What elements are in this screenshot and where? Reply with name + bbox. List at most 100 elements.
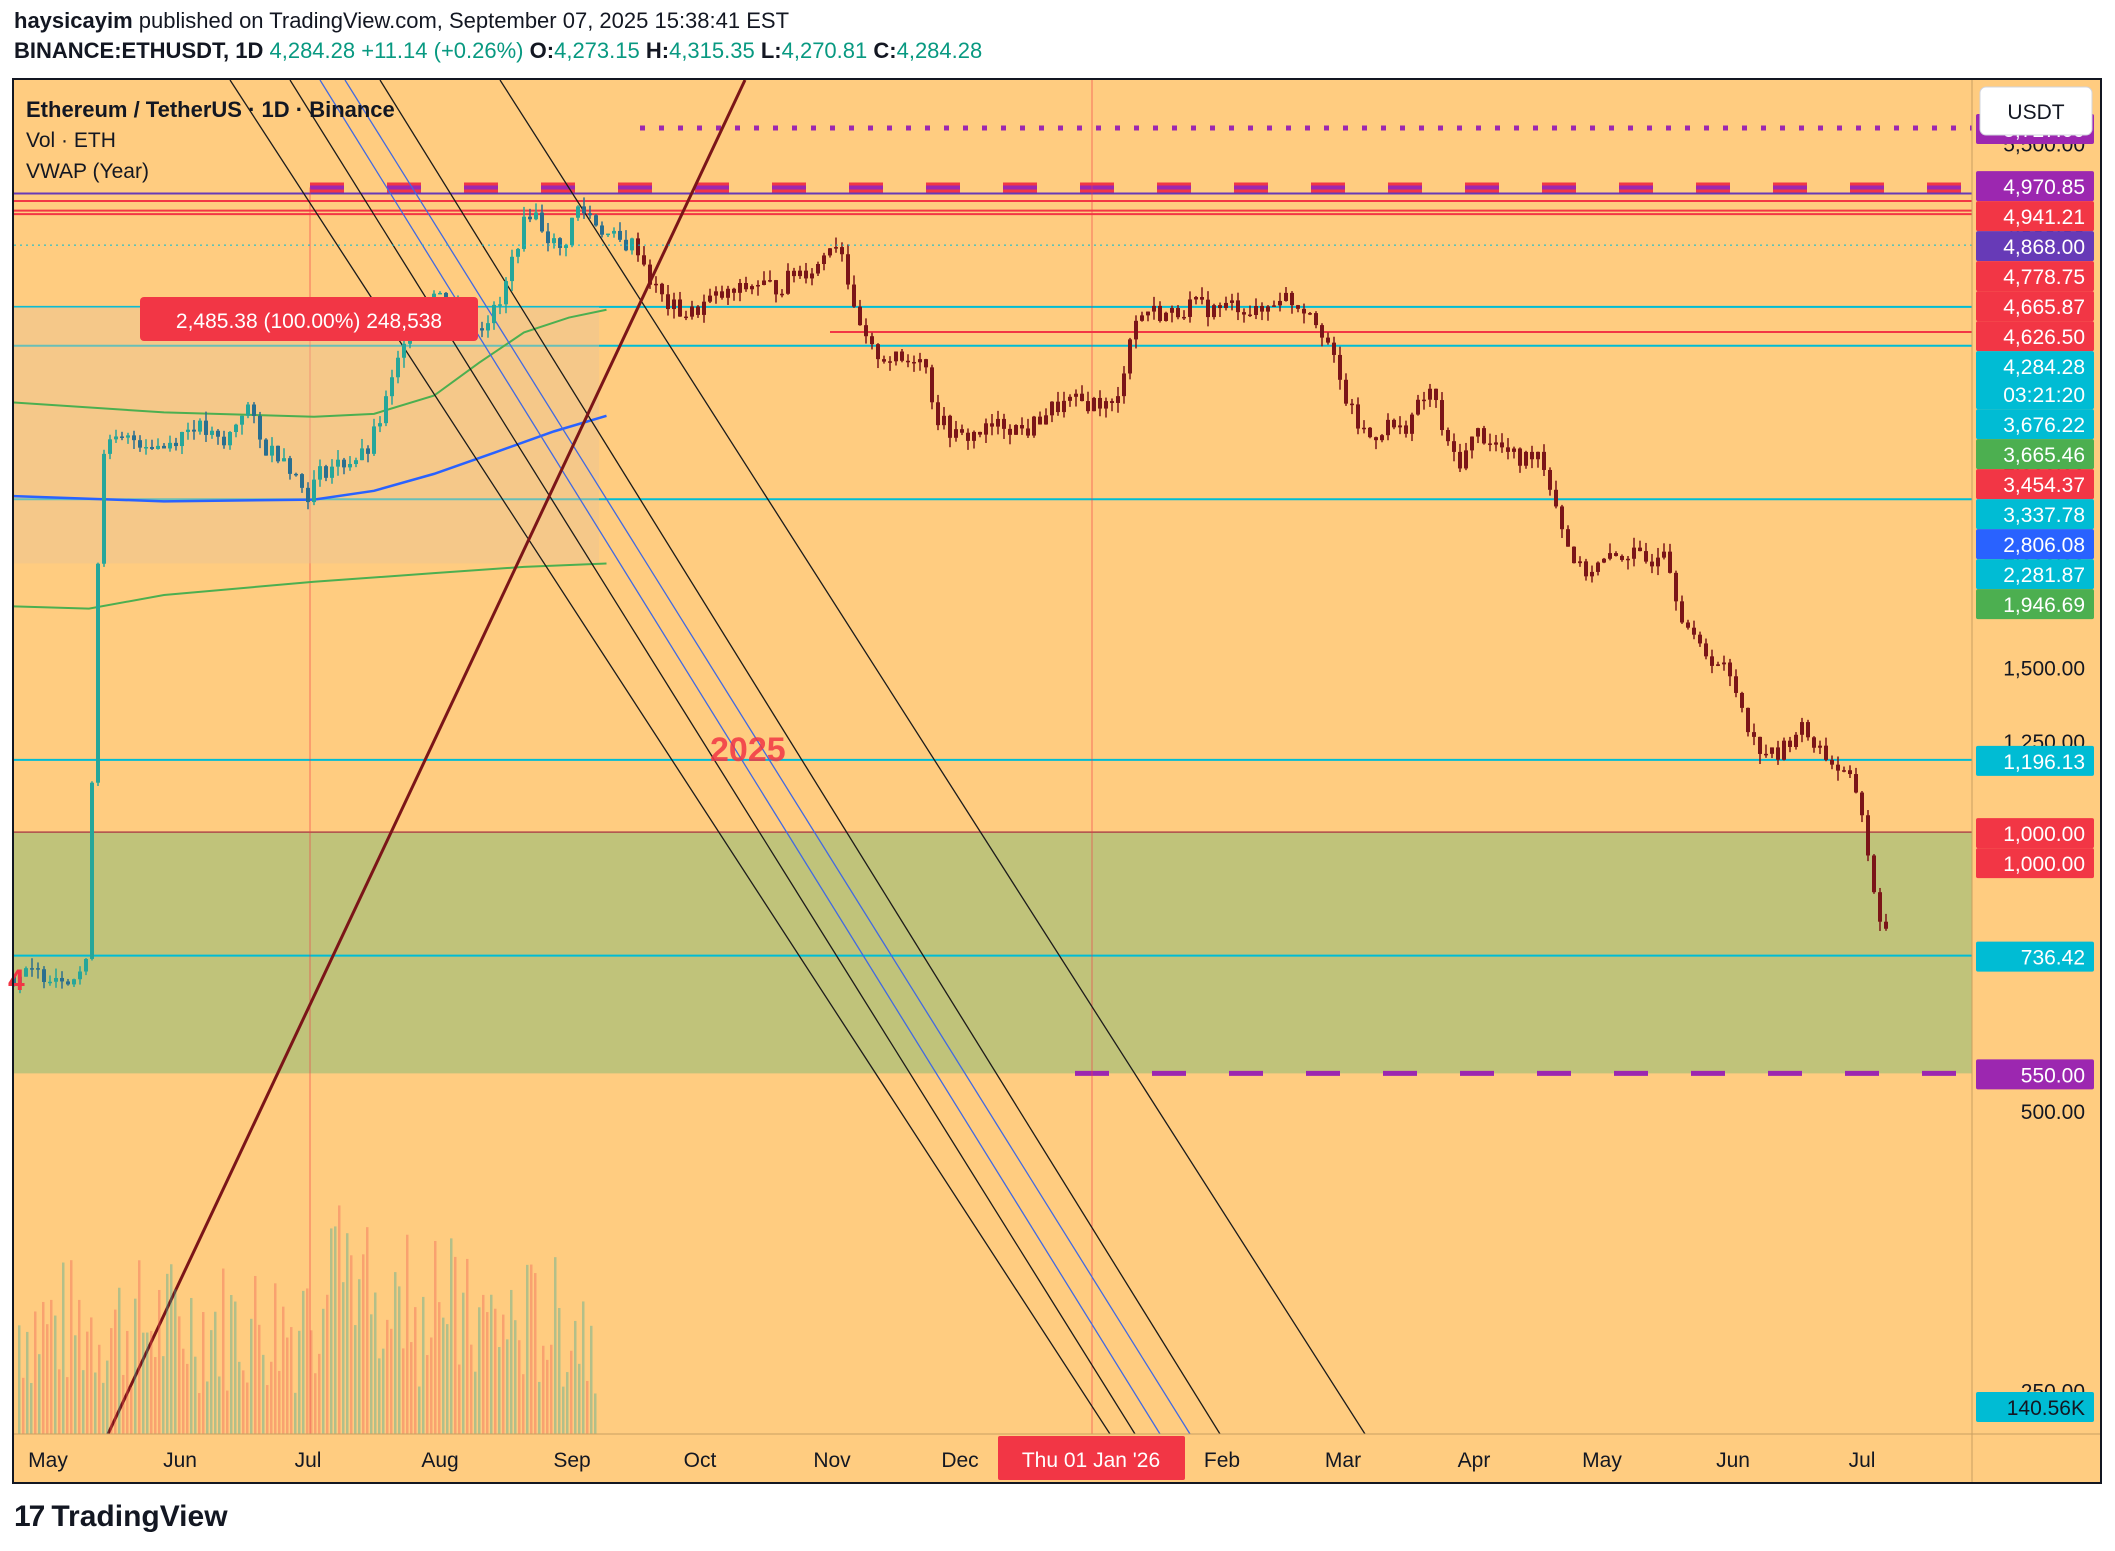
candle-body [510,256,514,282]
candle-body [954,429,958,438]
volume-bar [306,1288,309,1434]
volume-bar [526,1264,529,1434]
candle-body [612,230,616,234]
plot-area[interactable] [12,80,1972,1434]
volume-bar [474,1371,477,1434]
candle-body [768,280,772,282]
candle-body [1074,393,1078,397]
candle-body [396,357,400,378]
candle-body [1140,315,1144,321]
volume-bar [454,1256,457,1434]
candle-body [306,487,310,503]
candle-body [1068,396,1072,401]
price-label: 1,000.00 [2003,823,2085,846]
price-label-bg [1976,589,2094,620]
candle-body [1302,308,1306,314]
volume-bar [522,1374,525,1434]
tradingview-brand[interactable]: 17 TradingView [14,1500,228,1534]
volume-bar [178,1316,181,1434]
volume-bar [254,1275,257,1434]
candle-body [1614,553,1618,556]
price-label: 4,284.28 [2003,356,2085,379]
candle-body [858,306,862,326]
candle-body [102,453,106,564]
x-tick-label: Aug [421,1449,458,1472]
candle-body [360,448,364,461]
candle-body [654,283,658,286]
volume-bar [434,1240,437,1434]
author-name[interactable]: haysicayim [14,8,133,33]
candle-body [174,442,178,447]
candle-body [924,359,928,368]
candle-body [1560,506,1564,530]
price-label-bg [1976,261,2094,292]
candle-body [24,968,28,977]
volume-bar [282,1306,285,1434]
candle-body [1872,855,1876,893]
volume-bar [122,1374,125,1434]
volume-bar [274,1283,277,1434]
candle-body [1410,414,1414,434]
candle-body [996,418,1000,427]
volume-bar [42,1301,45,1434]
x-tick-label: Apr [1458,1449,1491,1472]
candle-body [1674,572,1678,602]
volume-bar [94,1372,97,1434]
volume-bar [326,1294,329,1434]
candle-body [222,436,226,446]
candle-body [708,295,712,302]
volume-bar [262,1354,265,1434]
price-label: 1,946.69 [2003,594,2085,617]
candle-body [1356,404,1360,429]
candle-body [936,402,940,426]
price-label: 4,626.50 [2003,326,2085,349]
candle-body [1542,451,1546,470]
candle-body [948,415,952,438]
candle-body [930,367,934,403]
candle-body [606,233,610,236]
x-tick-label: May [28,1449,68,1472]
volume-bar [50,1299,53,1434]
price-label-bg [1976,409,2094,440]
candle-body [1650,561,1654,567]
candle-body [1728,662,1732,677]
volume-bar [278,1370,281,1434]
volume-bar [46,1324,49,1434]
candle-body [888,361,892,363]
currency-button[interactable]: USDT [1979,86,2093,136]
candle-body [156,445,160,449]
candle-body [1218,305,1222,309]
candle-body [144,446,148,449]
price-axis[interactable]: 5,500.004,500.004,000.003,750.003,000.00… [1976,113,2094,1422]
candle-body [1296,305,1300,309]
uptrend-line [106,80,747,1434]
volume-bar [450,1238,453,1434]
candle-body [78,971,82,980]
volume-bar [582,1301,585,1434]
price-label-bg [1976,321,2094,352]
time-axis[interactable]: May Jun Jul Aug Sep Oct Nov Dec Feb Mar Apr May Jun J… [28,1436,1875,1480]
candle-body [828,248,832,256]
volume-bar [354,1325,357,1434]
candle-body [1620,555,1624,560]
volume-bar [506,1339,509,1434]
volume-bar [378,1358,381,1434]
candle-body [534,212,538,220]
close-label: C: [873,38,897,63]
candle-body [1842,770,1846,772]
volume-bar [462,1292,465,1434]
low-label: L: [760,38,782,63]
volume-bar [142,1332,145,1434]
volume-bar [422,1296,425,1434]
candle-body [846,254,850,285]
price-label-bg [1976,291,2094,322]
candle-body [1758,736,1762,754]
candle-body [48,981,52,984]
volume-bar [482,1294,485,1434]
candle-body [1080,393,1084,402]
volume-bar [310,1330,313,1434]
candle-body [1764,753,1768,756]
price-label: 4,665.87 [2003,296,2085,319]
support-zone [14,832,1972,1074]
